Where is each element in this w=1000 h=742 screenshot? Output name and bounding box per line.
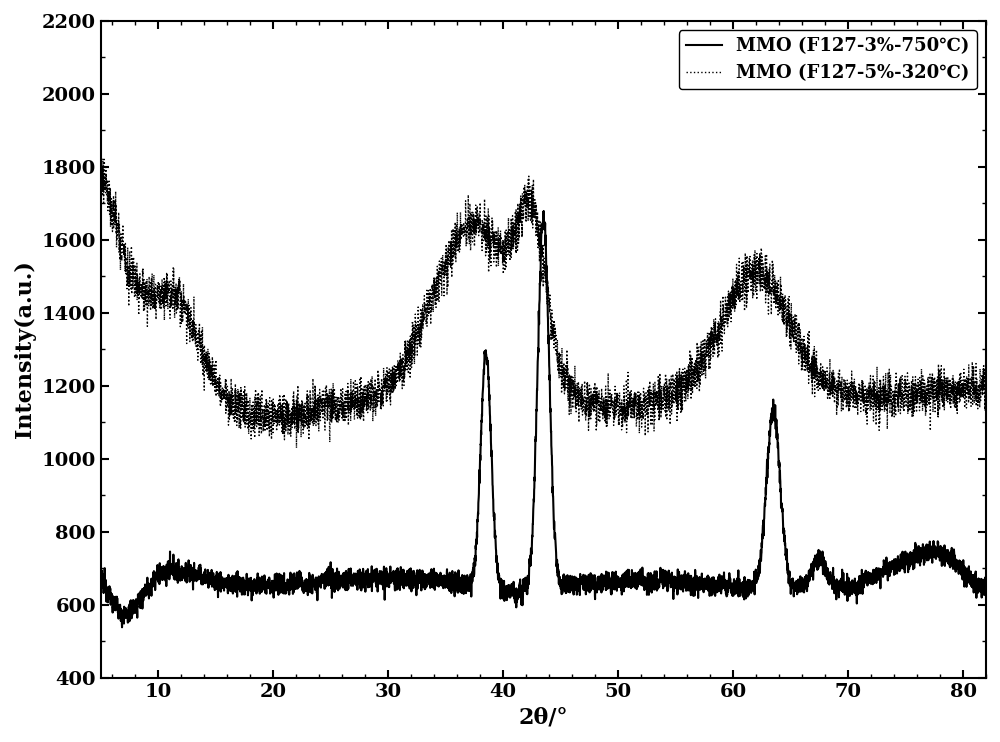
Line: MMO (F127-3%-750℃): MMO (F127-3%-750℃) (101, 211, 986, 627)
MMO (F127-3%-750℃) (671, 577, 683, 585)
MMO (F127-5%-320℃) (671, 367, 683, 375)
MMO (F127-3%-750℃) (626, 574, 638, 582)
Y-axis label: Intensity(a.u.): Intensity(a.u.) (14, 260, 36, 439)
MMO (F127-3%-750℃) (95, 577, 107, 585)
MMO (F127-5%-320℃) (290, 444, 302, 453)
MMO (F127-3%-750℃) (433, 574, 445, 583)
MMO (F127-5%-320℃) (823, 377, 835, 386)
MMO (F127-3%-750℃) (116, 623, 128, 631)
MMO (F127-3%-750℃) (823, 568, 835, 577)
X-axis label: 2θ/°: 2θ/° (519, 706, 568, 728)
MMO (F127-3%-750℃) (538, 206, 550, 215)
Line: MMO (F127-5%-320℃): MMO (F127-5%-320℃) (101, 159, 986, 448)
MMO (F127-3%-750℃) (256, 579, 268, 588)
MMO (F127-3%-750℃) (980, 595, 992, 604)
MMO (F127-5%-320℃) (95, 176, 107, 185)
MMO (F127-5%-320℃) (97, 154, 109, 163)
Legend: MMO (F127-3%-750℃), MMO (F127-5%-320℃): MMO (F127-3%-750℃), MMO (F127-5%-320℃) (679, 30, 977, 89)
MMO (F127-5%-320℃) (756, 267, 768, 276)
MMO (F127-5%-320℃) (433, 257, 445, 266)
MMO (F127-5%-320℃) (980, 375, 992, 384)
MMO (F127-3%-750℃) (756, 538, 768, 547)
MMO (F127-5%-320℃) (256, 391, 268, 400)
MMO (F127-5%-320℃) (626, 415, 638, 424)
